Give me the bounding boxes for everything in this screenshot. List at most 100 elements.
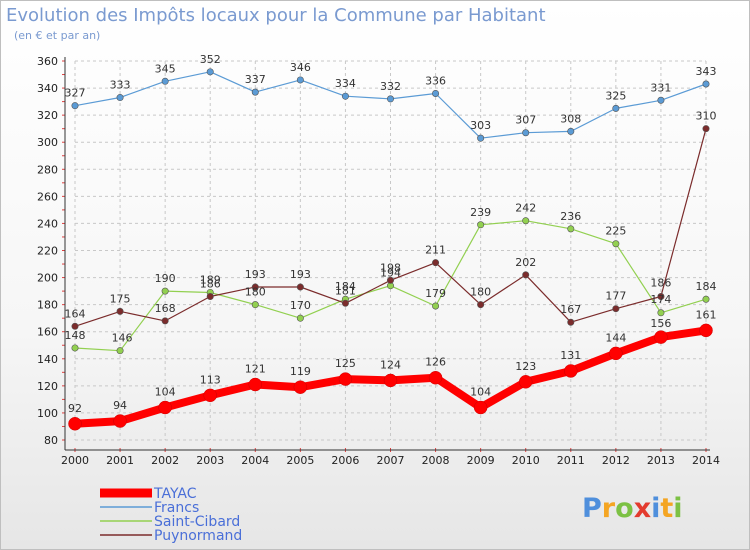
point-puynormand-2006 <box>341 299 349 307</box>
data-label-tayac-2007: 124 <box>380 358 401 371</box>
point-tayac-2008 <box>428 370 443 385</box>
x-tick-label-2003: 2003 <box>196 454 224 467</box>
series-layer <box>68 68 713 431</box>
y-tick-label-260: 260 <box>37 190 58 203</box>
point-puynormand-2007 <box>386 276 394 284</box>
data-label-francs-2001: 333 <box>110 79 131 92</box>
legend-label-francs: Francs <box>154 500 199 516</box>
data-label-francs-2013: 331 <box>650 81 671 94</box>
y-tick-label-180: 180 <box>37 299 58 312</box>
data-label-francs-2011: 308 <box>560 112 581 125</box>
data-label-francs-2014: 343 <box>696 65 717 78</box>
logo-text: Proxiti <box>582 493 683 524</box>
point-francs-2009 <box>477 134 485 142</box>
data-label-saint-cibard-2008: 179 <box>425 287 446 300</box>
data-label-saint-cibard-2004: 180 <box>245 286 266 299</box>
data-label-tayac-2014: 161 <box>696 308 717 321</box>
data-label-saint-cibard-2001: 146 <box>112 332 133 345</box>
data-label-puynormand-2002: 168 <box>155 302 176 315</box>
logo-letter: o <box>615 493 634 524</box>
point-saint-cibard-2005 <box>296 314 304 322</box>
y-tick-label-120: 120 <box>37 380 58 393</box>
data-label-francs-2002: 345 <box>155 62 176 75</box>
x-tick-label-2005: 2005 <box>286 454 314 467</box>
y-tick-label-220: 220 <box>37 245 58 258</box>
point-puynormand-2010 <box>522 271 530 279</box>
point-saint-cibard-2002 <box>161 287 169 295</box>
point-tayac-2004 <box>248 377 263 392</box>
logo-letter: r <box>602 493 616 524</box>
data-label-francs-2009: 303 <box>470 119 491 132</box>
x-tick-label-2012: 2012 <box>602 454 630 467</box>
legend-label-saint-cibard: Saint-Cibard <box>154 514 240 530</box>
data-label-tayac-2008: 126 <box>425 356 446 369</box>
x-tick-label-2007: 2007 <box>377 454 405 467</box>
data-label-saint-cibard-2009: 239 <box>470 206 491 219</box>
data-labels-layer: 327 333 345 352 337 346 334 332 336 303 307 308 325 3… <box>65 53 717 415</box>
point-tayac-2012 <box>609 346 623 361</box>
point-puynormand-2002 <box>161 317 169 325</box>
data-label-tayac-2012: 144 <box>605 331 626 344</box>
axes-layer: 80 100 120 140 160 180 200 220 240 260 280 300 320 34… <box>37 55 720 467</box>
point-puynormand-2013 <box>657 293 665 301</box>
data-label-saint-cibard-2010: 242 <box>515 202 536 215</box>
data-label-tayac-2011: 131 <box>560 349 581 362</box>
legend-label-tayac: TAYAC <box>153 486 197 502</box>
point-saint-cibard-2013 <box>657 309 665 317</box>
data-label-francs-2010: 307 <box>515 114 536 127</box>
data-label-saint-cibard-2007: 194 <box>380 267 401 280</box>
point-puynormand-2011 <box>567 318 575 326</box>
legend-label-puynormand: Puynormand <box>154 528 242 544</box>
point-saint-cibard-2001 <box>116 347 124 355</box>
data-label-tayac-2002: 104 <box>155 386 176 399</box>
point-francs-2000 <box>71 102 79 110</box>
data-label-saint-cibard-2005: 170 <box>290 299 311 312</box>
chart-title: Evolution des Impôts locaux pour la Comm… <box>6 5 546 26</box>
point-tayac-2007 <box>383 373 398 388</box>
point-puynormand-2008 <box>432 259 440 267</box>
x-tick-label-2011: 2011 <box>557 454 585 467</box>
data-label-tayac-2009: 104 <box>470 386 491 399</box>
point-saint-cibard-2010 <box>522 217 530 225</box>
point-puynormand-2001 <box>116 307 124 315</box>
y-tick-label-360: 360 <box>37 55 58 68</box>
data-label-tayac-2010: 123 <box>515 360 536 373</box>
point-puynormand-2012 <box>612 305 620 313</box>
point-tayac-2003 <box>203 388 217 403</box>
x-tick-label-2000: 2000 <box>61 454 89 467</box>
x-tick-label-2002: 2002 <box>151 454 179 467</box>
point-francs-2005 <box>296 76 304 84</box>
logo-letter: x <box>634 493 651 524</box>
point-francs-2002 <box>161 77 169 85</box>
data-label-tayac-2001: 94 <box>113 399 127 412</box>
data-label-puynormand-2007: 198 <box>380 261 401 274</box>
x-tick-label-2006: 2006 <box>331 454 359 467</box>
point-francs-2014 <box>702 80 710 88</box>
data-label-puynormand-2009: 180 <box>470 286 491 299</box>
point-puynormand-2005 <box>296 283 304 291</box>
x-tick-label-2013: 2013 <box>647 454 675 467</box>
point-puynormand-2003 <box>206 293 214 301</box>
point-francs-2012 <box>612 104 620 112</box>
point-puynormand-2004 <box>251 283 259 291</box>
data-label-puynormand-2008: 211 <box>425 244 446 257</box>
point-tayac-2002 <box>158 400 172 415</box>
data-label-puynormand-2012: 177 <box>605 290 626 303</box>
data-label-puynormand-2014: 310 <box>696 110 717 123</box>
point-tayac-2000 <box>68 417 82 431</box>
y-tick-label-140: 140 <box>37 353 58 366</box>
data-label-saint-cibard-2013: 174 <box>650 293 671 306</box>
data-label-puynormand-2013: 186 <box>650 277 671 290</box>
data-label-saint-cibard-2000: 148 <box>65 329 86 342</box>
proxiti-logo: Proxiti <box>582 493 683 524</box>
data-label-tayac-2000: 92 <box>68 402 82 415</box>
data-label-tayac-2005: 119 <box>290 365 311 378</box>
data-label-puynormand-2010: 202 <box>515 256 536 269</box>
point-tayac-2005 <box>293 380 308 394</box>
data-label-francs-2004: 337 <box>245 73 266 86</box>
point-tayac-2011 <box>564 364 578 378</box>
data-label-puynormand-2001: 175 <box>110 292 131 305</box>
data-label-francs-2005: 346 <box>290 61 311 74</box>
